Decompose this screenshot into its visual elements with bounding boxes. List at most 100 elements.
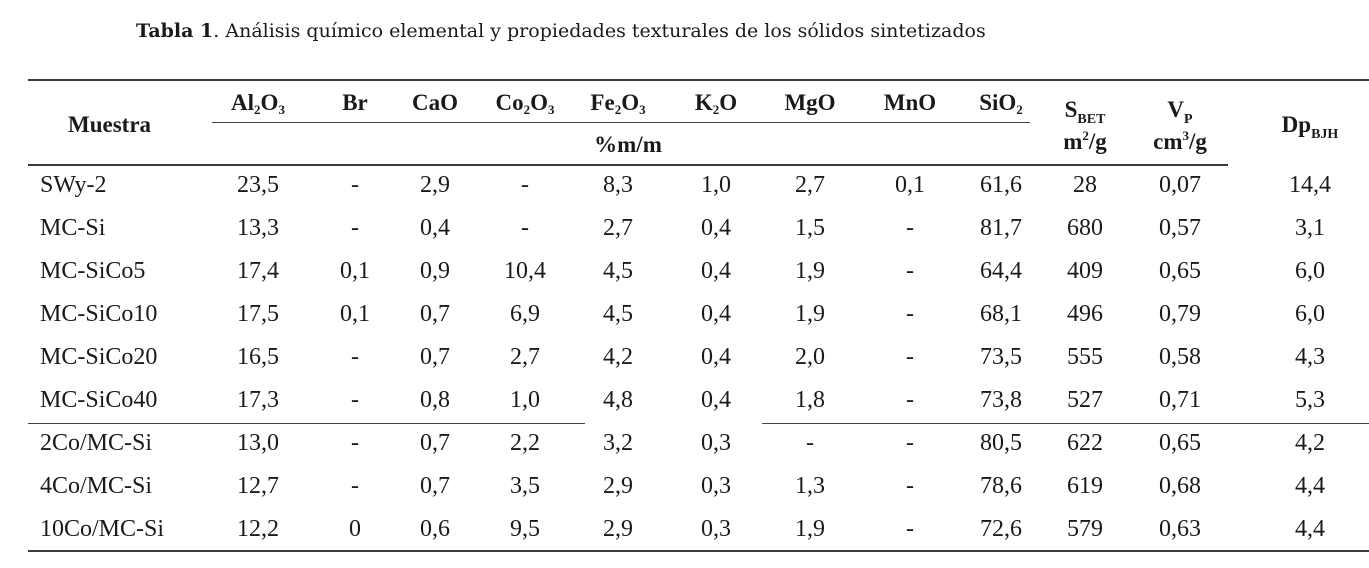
cell-value: 0,07: [1159, 172, 1201, 198]
cell-value: 0,4: [420, 215, 450, 241]
superscript: 2: [1082, 128, 1089, 143]
cell-value: 527: [1067, 387, 1103, 413]
cell-sample: MC-Si: [40, 215, 106, 241]
cell-value: 4,4: [1295, 516, 1325, 542]
cell-value: 0,6: [420, 516, 450, 542]
cell-value: 3,1: [1295, 215, 1325, 241]
header-sio2: SiO2: [979, 90, 1023, 117]
cell-sample: 2Co/MC-Si: [40, 430, 153, 456]
cell-value: -: [351, 344, 359, 370]
cell-value: 2,2: [510, 430, 540, 456]
cell-value: 1,9: [795, 301, 825, 327]
cell-value: 68,1: [980, 301, 1022, 327]
subscript: 3: [639, 102, 646, 117]
group-separator-left: [28, 423, 585, 424]
cell-value: 0,63: [1159, 516, 1201, 542]
cell-sample: 4Co/MC-Si: [40, 473, 153, 499]
header-dp-bjh: DpBJH: [1281, 112, 1339, 142]
subscript: 2: [1016, 102, 1023, 117]
cell-value: 496: [1067, 301, 1103, 327]
cell-value: 6,0: [1295, 301, 1325, 327]
cell-value: 13,3: [237, 215, 279, 241]
subscript: BET: [1077, 112, 1106, 127]
cell-value: -: [906, 430, 914, 456]
cell-value: 12,2: [237, 516, 279, 542]
cell-value: 23,5: [237, 172, 279, 198]
subscript: 3: [548, 102, 555, 117]
cell-value: 12,7: [237, 473, 279, 499]
cell-value: 4,3: [1295, 344, 1325, 370]
cell-value: 13,0: [237, 430, 279, 456]
cell-value: 0,4: [701, 215, 731, 241]
cell-value: -: [351, 172, 359, 198]
cell-value: 2,9: [603, 473, 633, 499]
subscript: BJH: [1311, 127, 1339, 142]
cell-value: 1,3: [795, 473, 825, 499]
caption-text: . Análisis químico elemental y propiedad…: [213, 20, 986, 42]
subscript: 2: [523, 102, 531, 117]
cell-value: -: [906, 387, 914, 413]
header-vp-unit: cm3/g: [1153, 128, 1207, 154]
cell-value: 0,79: [1159, 301, 1201, 327]
cell-value: 0,7: [420, 430, 450, 456]
cell-value: 1,8: [795, 387, 825, 413]
caption-label: Tabla 1: [136, 20, 214, 42]
header-mgo: MgO: [784, 90, 836, 115]
cell-value: 81,7: [980, 215, 1022, 241]
cell-value: 0,1: [340, 301, 370, 327]
cell-value: 6,0: [1295, 258, 1325, 284]
cell-value: 2,0: [795, 344, 825, 370]
header-fe2o3: Fe2O3: [590, 90, 646, 117]
cell-sample: MC-SiCo20: [40, 344, 158, 370]
cell-value: 5,3: [1295, 387, 1325, 413]
cell-value: 0,65: [1159, 430, 1201, 456]
header-al2o3: Al2O3: [231, 90, 285, 117]
subscript: 3: [278, 102, 285, 117]
cell-value: 4,4: [1295, 473, 1325, 499]
header-co2o3: Co2O3: [495, 90, 555, 117]
cell-value: 3,2: [603, 430, 633, 456]
header-unit-group: %m/m: [594, 132, 662, 157]
cell-value: 16,5: [237, 344, 279, 370]
header-cao: CaO: [412, 90, 458, 115]
header-sub-rule: [212, 122, 1030, 123]
cell-value: 2,7: [510, 344, 540, 370]
cell-value: -: [806, 430, 814, 456]
cell-value: 0,1: [340, 258, 370, 284]
cell-value: 622: [1067, 430, 1103, 456]
cell-value: -: [906, 516, 914, 542]
cell-value: 619: [1067, 473, 1103, 499]
cell-value: 1,0: [701, 172, 731, 198]
cell-value: 72,6: [980, 516, 1022, 542]
cell-value: -: [521, 172, 529, 198]
cell-value: -: [906, 258, 914, 284]
cell-value: 2,7: [795, 172, 825, 198]
cell-value: 0,57: [1159, 215, 1201, 241]
cell-value: 0,4: [701, 301, 731, 327]
cell-sample: 10Co/MC-Si: [40, 516, 165, 542]
cell-value: 3,5: [510, 473, 540, 499]
header-br: Br: [342, 90, 368, 115]
table-caption: Tabla 1. Análisis químico elemental y pr…: [136, 20, 986, 42]
cell-value: 1,0: [510, 387, 540, 413]
cell-value: 0,8: [420, 387, 450, 413]
cell-value: 4,5: [603, 301, 633, 327]
subscript: 2: [254, 102, 261, 117]
cell-value: -: [906, 344, 914, 370]
cell-value: 2,9: [420, 172, 450, 198]
header-sbet: SBET: [1064, 97, 1106, 127]
cell-value: 9,5: [510, 516, 540, 542]
cell-value: 1,9: [795, 258, 825, 284]
subscript: 2: [614, 102, 622, 117]
subscript: P: [1184, 112, 1193, 127]
cell-value: 579: [1067, 516, 1103, 542]
cell-value: 0,58: [1159, 344, 1201, 370]
cell-value: 0: [349, 516, 361, 542]
cell-value: 0,4: [701, 344, 731, 370]
cell-value: 61,6: [980, 172, 1022, 198]
cell-value: 0,3: [701, 516, 731, 542]
cell-value: -: [351, 473, 359, 499]
bottom-rule: [28, 550, 1369, 552]
cell-value: 14,4: [1289, 172, 1331, 198]
cell-sample: MC-SiCo5: [40, 258, 146, 284]
